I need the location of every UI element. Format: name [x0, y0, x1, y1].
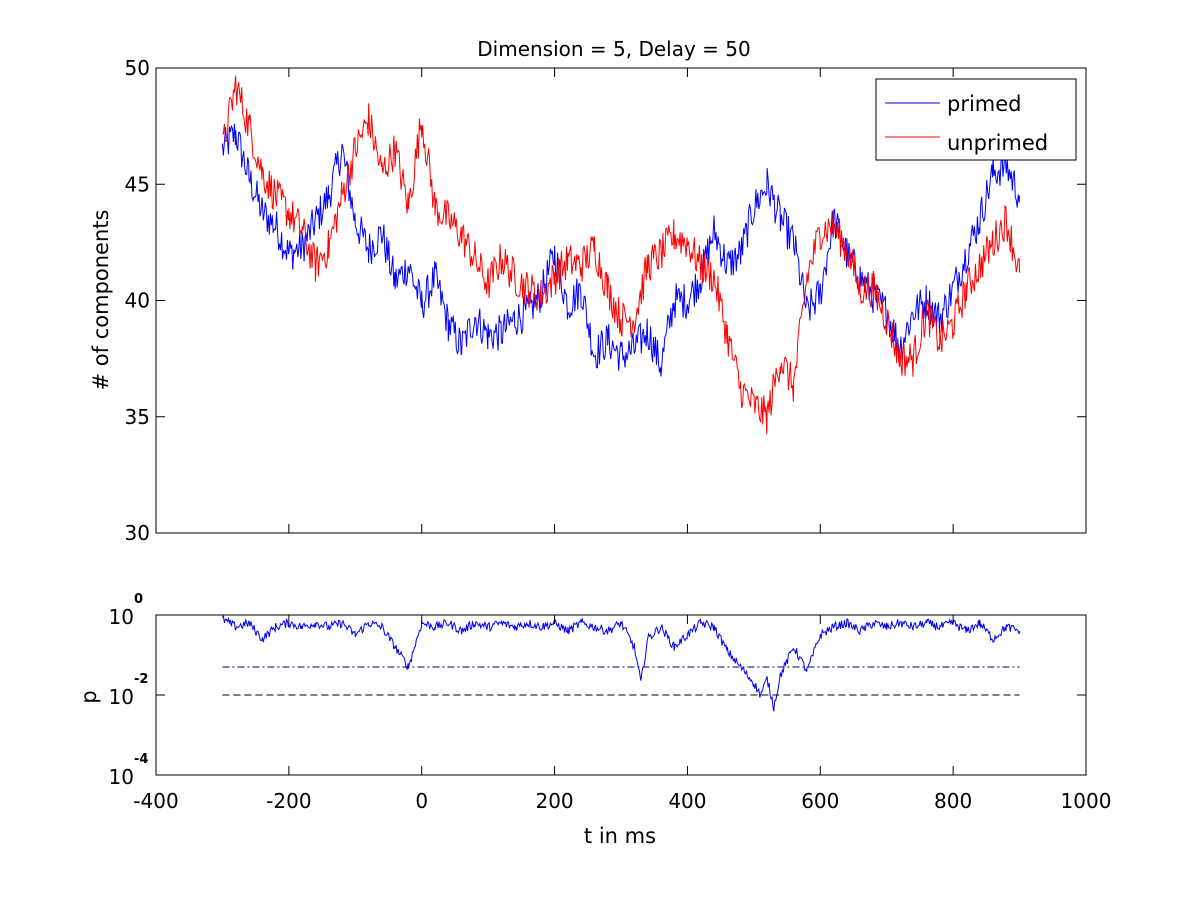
bottom-y-tick-label-exponent: 0	[134, 592, 143, 607]
x-tick-label: -200	[266, 789, 311, 813]
top-y-tick-label: 45	[125, 172, 150, 196]
legend-label-unprimed: unprimed	[947, 131, 1048, 155]
series-line-p-value	[221, 615, 1021, 712]
top-y-tick-label: 40	[125, 289, 150, 313]
x-tick-label: 600	[801, 789, 839, 813]
legend-label-primed: primed	[947, 92, 1022, 116]
series-line-unprimed	[222, 74, 1021, 435]
top-chart-title: Dimension = 5, Delay = 50	[477, 37, 751, 61]
top-y-tick-label: 35	[125, 405, 150, 429]
legend-box	[875, 78, 1077, 161]
bottom-y-tick-label-exponent: -4	[134, 752, 148, 767]
top-y-tick-label: 50	[125, 56, 150, 80]
x-axis-label: t in ms	[584, 824, 656, 848]
x-tick-label: 800	[934, 789, 972, 813]
x-tick-label: 1000	[1061, 789, 1112, 813]
bottom-y-axis-label: p	[77, 690, 101, 703]
bottom-y-tick-label-exponent: -2	[134, 672, 148, 687]
top-series-group	[221, 74, 1021, 435]
bottom-y-tick-label-base: 10	[109, 685, 134, 709]
bottom-y-tick-label-base: 10	[109, 765, 134, 789]
top-y-axis-label: # of components	[89, 210, 113, 391]
x-tick-label: 400	[668, 789, 706, 813]
x-tick-label: -400	[133, 789, 178, 813]
top-axes: 30 35 40 45 50 Dimension = 5, Delay = 50 # o…	[89, 37, 1087, 545]
legend: primed unprimed	[875, 78, 1077, 161]
bottom-y-tick-label-base: 10	[109, 605, 134, 629]
bottom-series-group	[221, 615, 1021, 712]
x-tick-label: 200	[535, 789, 573, 813]
x-tick-label: 0	[415, 789, 428, 813]
top-y-ticks: 30 35 40 45 50	[125, 56, 1087, 545]
top-y-tick-label: 30	[125, 521, 150, 545]
